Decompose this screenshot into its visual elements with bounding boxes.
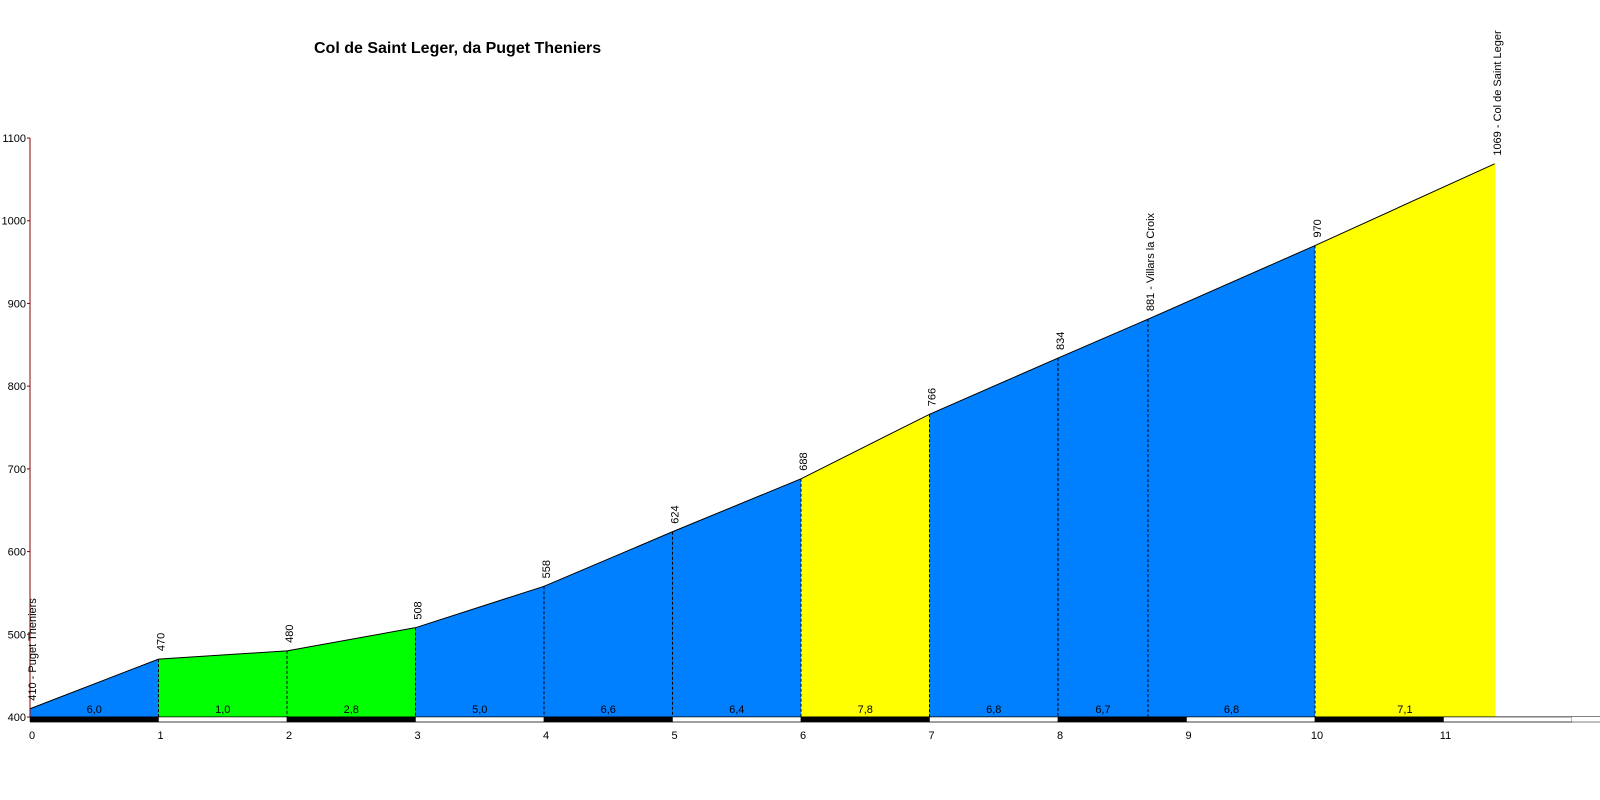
point-elevation-label: 1069 - Col de Saint Leger xyxy=(1492,30,1504,156)
km-bar-segment xyxy=(543,716,673,723)
segment-gradient-label: 6,4 xyxy=(729,704,744,716)
segment-gradient-label: 2,8 xyxy=(344,704,359,716)
point-elevation-label: 508 xyxy=(413,601,425,619)
point-elevation-label: 470 xyxy=(156,633,168,651)
segment-gradient-label: 7,8 xyxy=(858,704,873,716)
point-elevation-label: 688 xyxy=(798,452,810,470)
segment-area-1 xyxy=(30,659,159,717)
y-tick-label: 700 xyxy=(8,464,26,476)
segment-area-7 xyxy=(801,414,930,717)
segment-gradient-label: 1,0 xyxy=(215,704,230,716)
segment-gradient-label: 6,8 xyxy=(1224,704,1239,716)
segment-area-10 xyxy=(1147,245,1315,718)
point-elevation-label: 834 xyxy=(1055,332,1067,350)
segment-gradient-label: 7,1 xyxy=(1397,704,1412,716)
segment-area-9 xyxy=(1058,319,1148,717)
point-elevation-label: 881 - Villars la Croix xyxy=(1145,212,1157,311)
x-tick-label: 10 xyxy=(1311,730,1323,742)
segment-area-11 xyxy=(1315,163,1495,717)
km-bar-segment xyxy=(415,716,545,723)
km-bar-segment xyxy=(286,716,416,723)
point-elevation-label: 558 xyxy=(541,560,553,578)
x-tick-label: 3 xyxy=(414,730,420,742)
y-tick-label: 500 xyxy=(8,629,26,641)
x-tick-label: 8 xyxy=(1057,730,1063,742)
segment-area-4 xyxy=(415,586,544,717)
y-tick-label: 800 xyxy=(8,381,26,393)
x-tick-label: 2 xyxy=(286,730,292,742)
x-tick-label: 1 xyxy=(157,730,163,742)
x-tick-label: 6 xyxy=(800,730,806,742)
x-tick-label: 0 xyxy=(29,730,35,742)
y-tick-label: 400 xyxy=(8,712,26,724)
segment-gradient-label: 6,7 xyxy=(1095,704,1110,716)
km-bar-segment xyxy=(1057,716,1187,723)
segment-gradient-label: 6,6 xyxy=(601,704,616,716)
segment-area-8 xyxy=(929,358,1058,717)
km-bar-segment xyxy=(1443,716,1573,723)
profile-line xyxy=(29,163,1496,710)
segment-area-3 xyxy=(287,627,416,717)
km-bar-segment xyxy=(929,716,1059,723)
y-tick-label: 900 xyxy=(8,298,26,310)
segment-area-6 xyxy=(672,478,801,717)
segment-gradient-label: 6,8 xyxy=(986,704,1001,716)
km-bar-segment xyxy=(672,716,802,723)
chart-title: Col de Saint Leger, da Puget Theniers xyxy=(314,40,601,57)
km-bar-segment xyxy=(29,716,159,723)
point-elevation-label: 410 - Puget Theniers xyxy=(27,598,39,701)
x-tick-label: 7 xyxy=(928,730,934,742)
km-bar-segment xyxy=(1314,716,1444,723)
point-elevation-label: 624 xyxy=(670,505,682,523)
x-tick-label: 9 xyxy=(1185,730,1191,742)
point-elevation-label: 766 xyxy=(927,388,939,406)
x-tick-label: 5 xyxy=(671,730,677,742)
km-bar-segment xyxy=(158,716,288,723)
x-tick-label: 11 xyxy=(1440,730,1451,742)
km-bar-segment xyxy=(800,716,930,723)
segment-area-5 xyxy=(544,531,673,717)
y-tick-label: 600 xyxy=(8,547,26,559)
point-elevation-label: 970 xyxy=(1312,219,1324,237)
point-elevation-label: 480 xyxy=(284,624,296,642)
x-tick-label: 4 xyxy=(543,730,549,742)
segment-gradient-label: 6,0 xyxy=(87,704,102,716)
segment-area-2 xyxy=(158,650,287,717)
segment-gradient-label: 5,0 xyxy=(472,704,487,716)
y-tick-label: 1000 xyxy=(2,216,26,228)
km-bar-tail xyxy=(1572,717,1600,722)
y-tick-label: 1100 xyxy=(2,133,26,145)
km-bar-segment xyxy=(1186,716,1316,723)
